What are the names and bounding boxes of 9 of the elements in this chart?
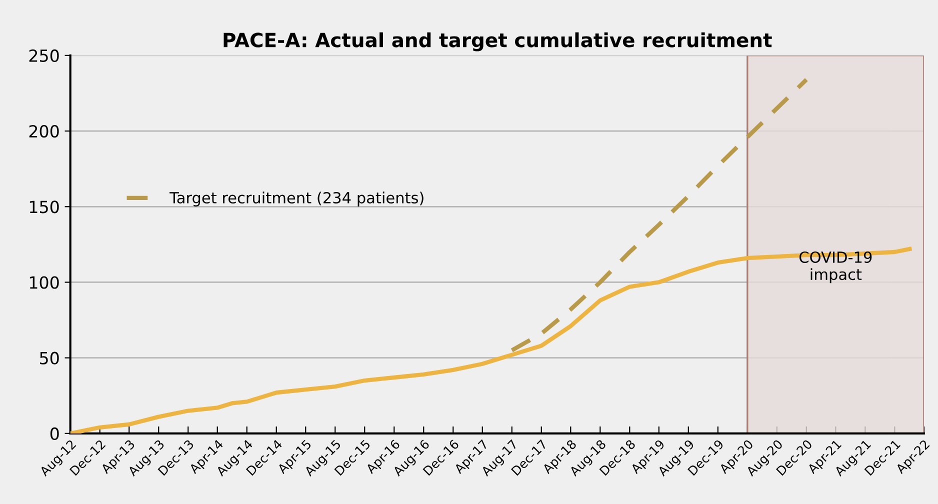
y-tick-label: 250 xyxy=(29,49,59,62)
y-tick-label: 50 xyxy=(40,352,59,364)
chart-title: PACE-A: Actual and target cumulative recruitment xyxy=(224,32,772,52)
y-tick-label: 0 xyxy=(50,427,59,440)
legend-label: Target recruitment (234 patients) xyxy=(170,192,424,206)
y-tick-label: 200 xyxy=(29,125,59,138)
y-tick-label: 150 xyxy=(30,200,59,214)
line-series xyxy=(70,246,912,434)
y-tick-label: 100 xyxy=(30,276,59,289)
